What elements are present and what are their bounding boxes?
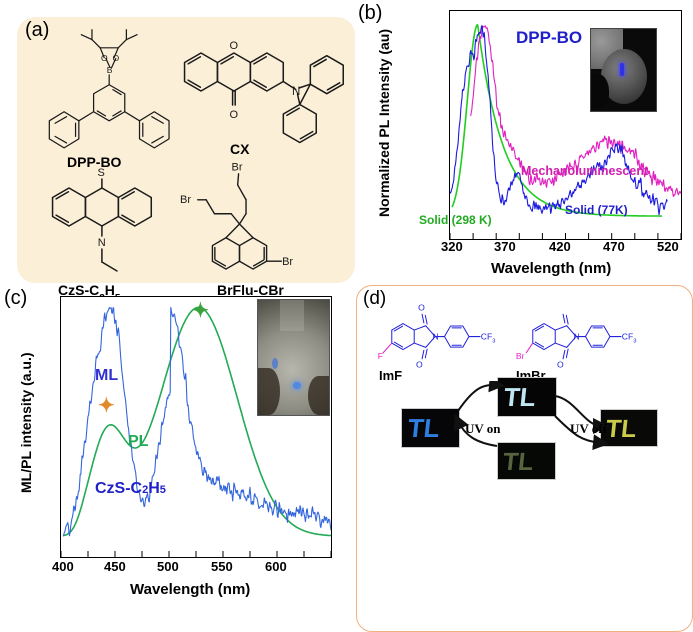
svg-text:O: O: [230, 40, 239, 52]
svg-text:O: O: [416, 360, 423, 370]
svg-text:O: O: [418, 303, 425, 313]
svg-text:Br: Br: [180, 194, 191, 206]
svg-text:Br: Br: [516, 351, 525, 361]
svg-text:O: O: [230, 109, 239, 121]
svg-text:N: N: [574, 331, 580, 341]
svg-text:N: N: [98, 237, 106, 249]
svg-text:S: S: [98, 167, 105, 179]
svg-text:Br: Br: [231, 162, 242, 174]
svg-text:Br: Br: [282, 256, 293, 268]
svg-text:N: N: [433, 331, 439, 341]
svg-text:F: F: [378, 351, 383, 361]
svg-text:CF3: CF3: [622, 331, 637, 344]
svg-text:O: O: [557, 360, 564, 370]
